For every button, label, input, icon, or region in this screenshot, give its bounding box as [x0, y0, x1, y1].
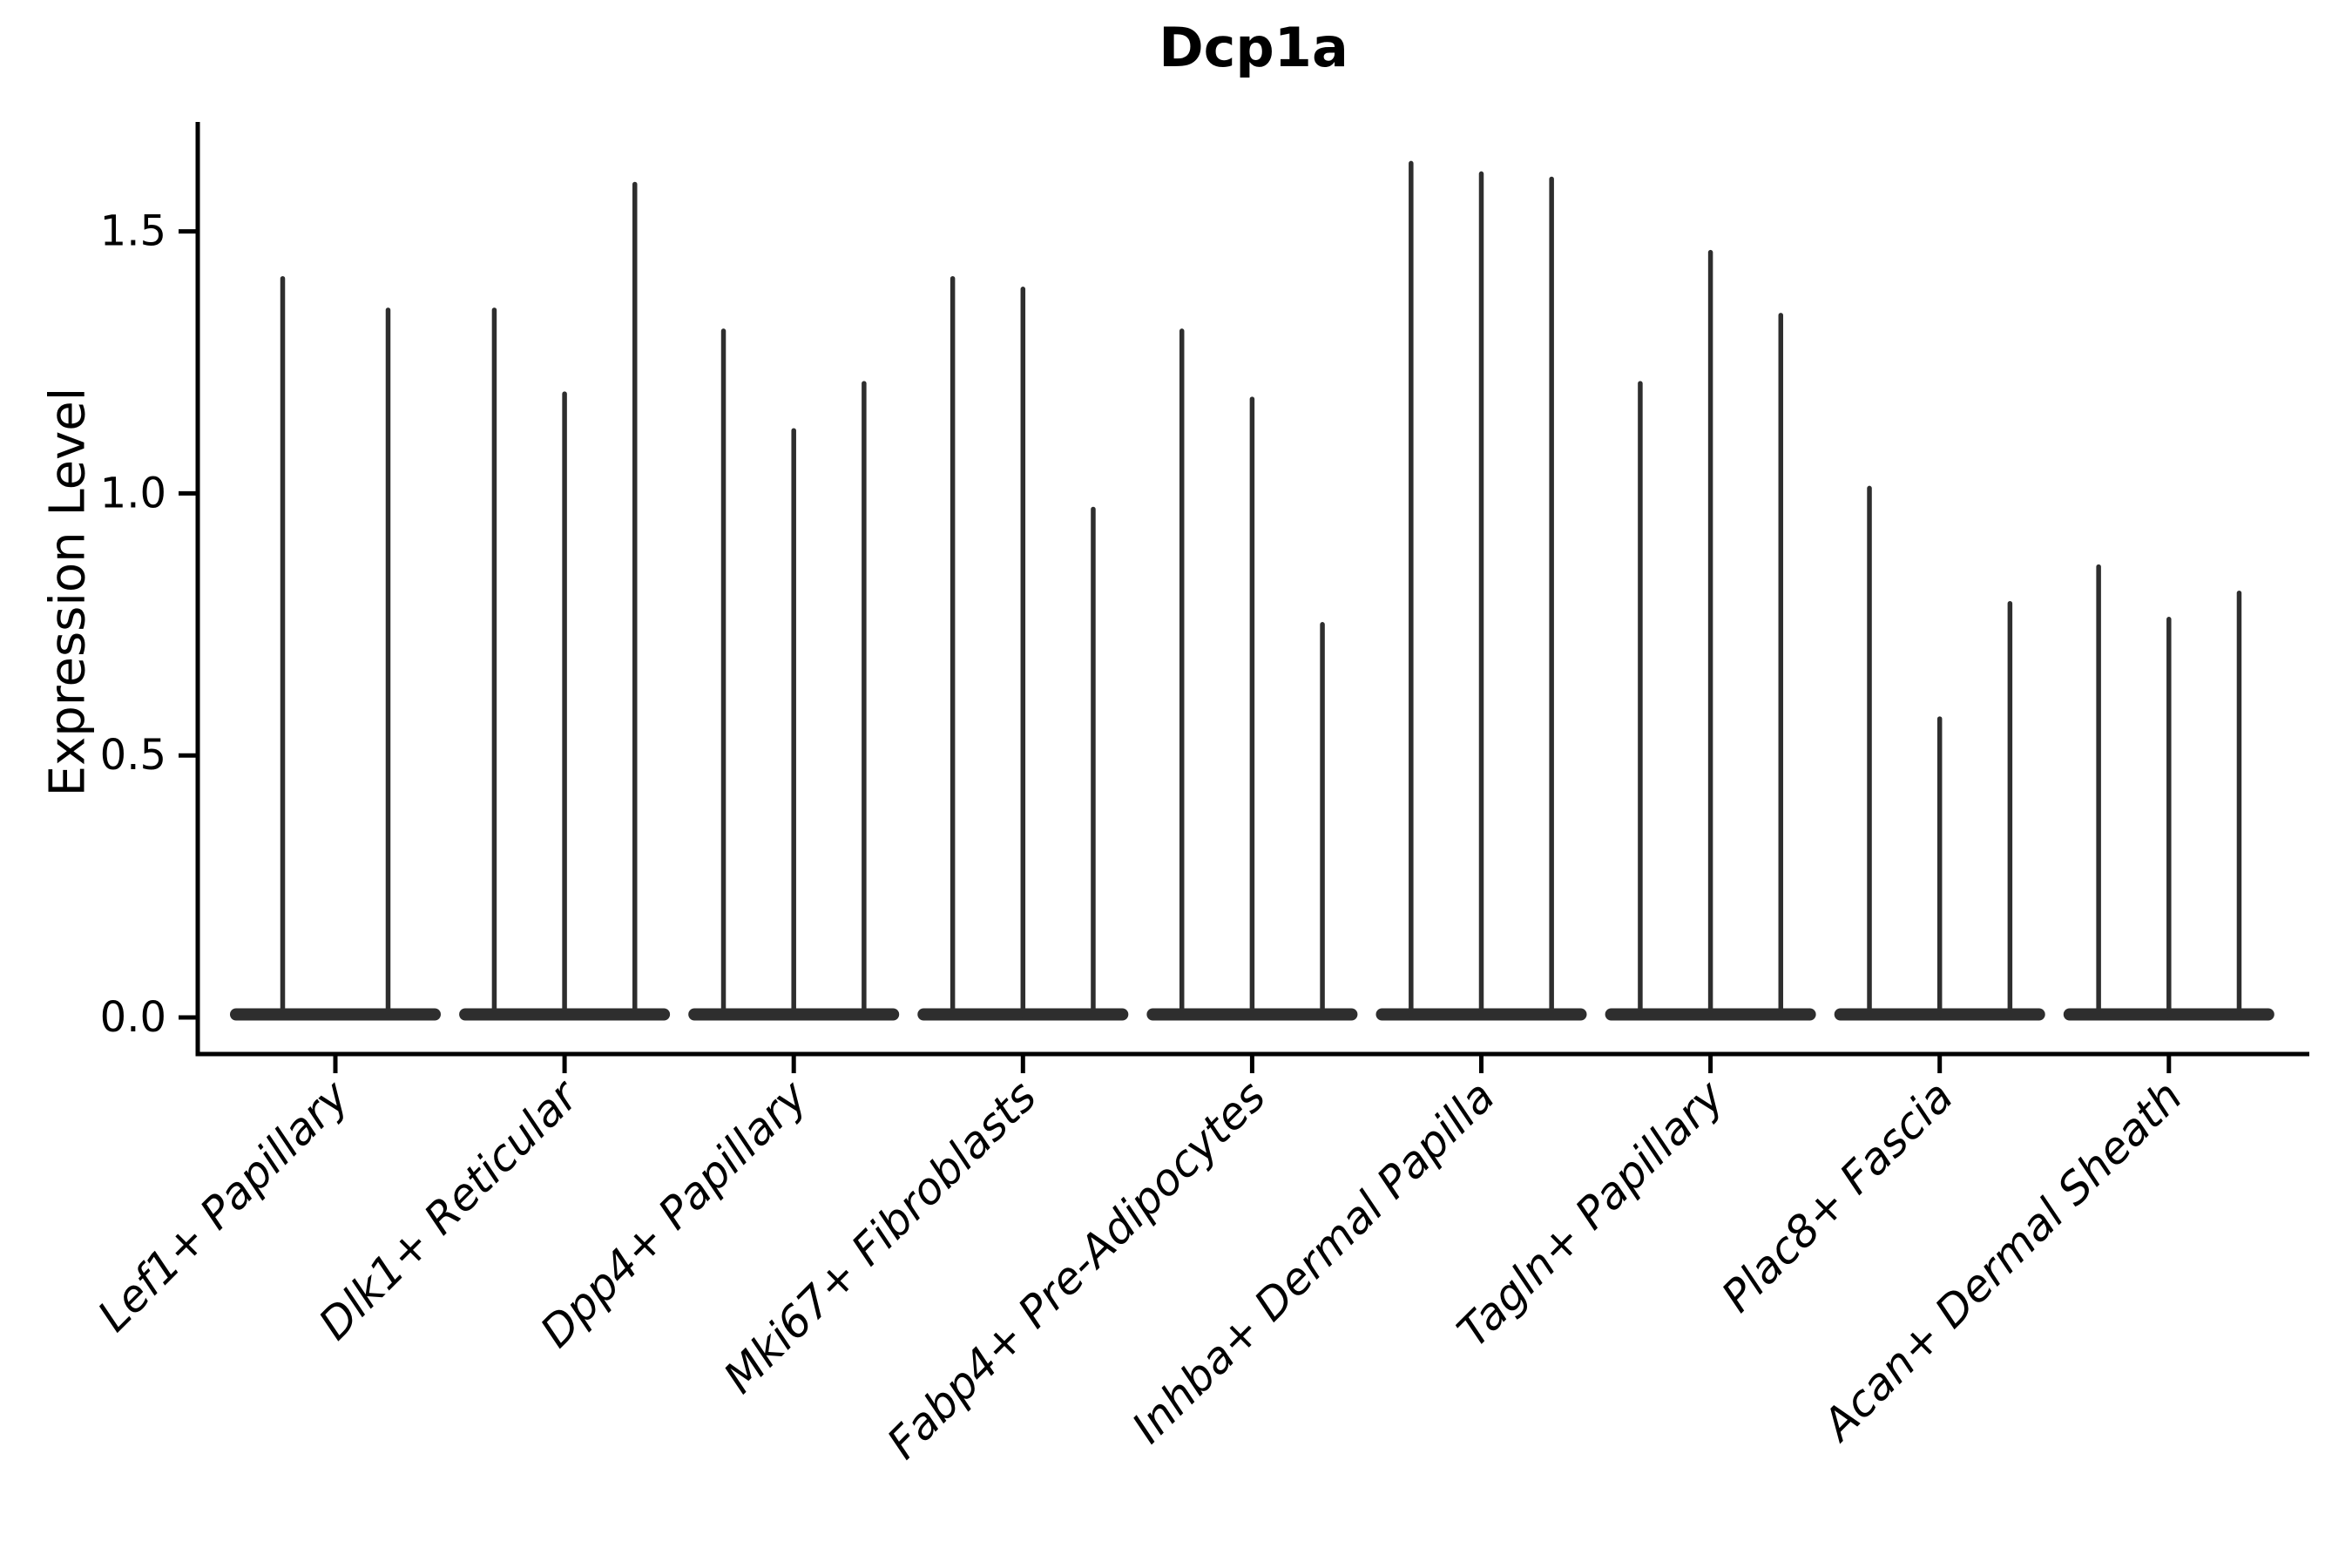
y-tick-label: 0.5 — [100, 731, 166, 780]
plot-title: Dcp1a — [1159, 16, 1348, 79]
y-tick-label: 1.0 — [100, 469, 166, 517]
y-tick-label: 0.0 — [100, 993, 166, 1042]
y-tick-label: 1.5 — [100, 207, 166, 256]
x-tick-label: Acan+ Dermal Sheath — [1811, 1071, 2192, 1451]
violin-base — [230, 1008, 441, 1021]
x-tick-label: Inhba+ Dermal Papilla — [1123, 1071, 1504, 1452]
x-tick-label: Plac8+ Fascia — [1712, 1071, 1963, 1321]
x-tick-label: Lef1+ Papillary — [88, 1070, 359, 1341]
x-tick-label: Fabp4+ Pre-Adipocytes — [877, 1071, 1275, 1469]
